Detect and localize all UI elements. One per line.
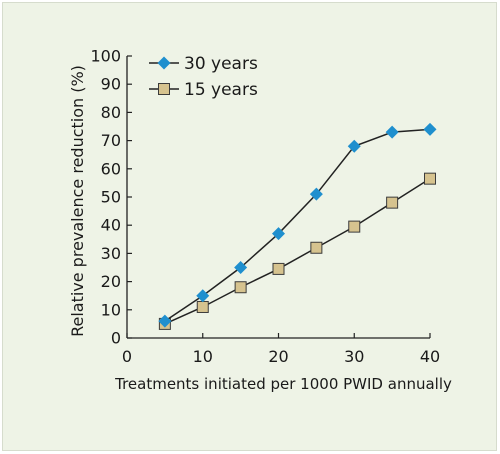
x-tick-label: 0 [122,347,132,366]
x-ticks: 0 10 20 30 40 [122,333,440,366]
data-point-30-years [196,289,210,303]
y-tick-label: 70 [101,131,121,150]
data-point-15-years [272,262,285,275]
data-point-30-years [347,139,361,153]
y-axis-label: Relative prevalence reduction (%) [68,65,87,337]
x-tick-label: 30 [344,347,364,366]
data-point-15-years [310,241,323,254]
x-axis-label: Treatments initiated per 1000 PWID annua… [114,375,452,393]
axes [126,56,430,339]
legend-square-icon [158,83,170,95]
series-line-15-years [164,178,431,325]
chart-figure: 0 10 20 30 40 0 10 20 30 40 50 60 70 80 90 100 Treatme… [2,2,497,451]
data-point-30-years [234,261,248,274]
y-tick-label: 40 [101,216,121,235]
data-point-15-years [234,281,247,294]
legend-item-30-years: 30 years [149,54,258,74]
data-point-30-years [309,187,323,201]
y-tick-label: 0 [111,329,121,348]
y-tick-label: 90 [101,75,121,94]
y-tick-label: 30 [101,244,121,263]
data-point-15-years [424,172,436,185]
y-ticks: 0 10 20 30 40 50 60 70 80 90 100 [90,47,132,348]
data-point-30-years [158,314,172,328]
data-point-30-years [385,125,399,139]
data-point-30-years [423,122,437,136]
x-tick-label: 10 [193,347,213,366]
legend-label-30-years: 30 years [184,54,258,74]
data-point-30-years [272,227,285,241]
plot-area [158,122,437,330]
y-tick-label: 80 [101,103,121,122]
legend-label-15-years: 15 years [184,80,258,100]
y-tick-label: 60 [101,159,121,178]
legend: 30 years 15 years [149,54,258,100]
legend-item-15-years: 15 years [149,80,258,100]
prevalence-chart: 0 10 20 30 40 0 10 20 30 40 50 60 70 80 90 100 Treatme… [68,47,452,394]
data-point-15-years [348,220,361,233]
data-point-15-years [196,300,209,313]
y-tick-label: 20 [101,272,121,291]
legend-diamond-icon [157,56,171,70]
y-tick-label: 100 [90,47,121,66]
data-point-15-years [386,196,399,209]
series-line-30-years [164,128,431,322]
x-tick-label: 20 [268,347,288,366]
y-tick-label: 50 [101,188,121,207]
y-tick-label: 10 [101,300,121,319]
x-tick-label: 40 [420,347,440,366]
